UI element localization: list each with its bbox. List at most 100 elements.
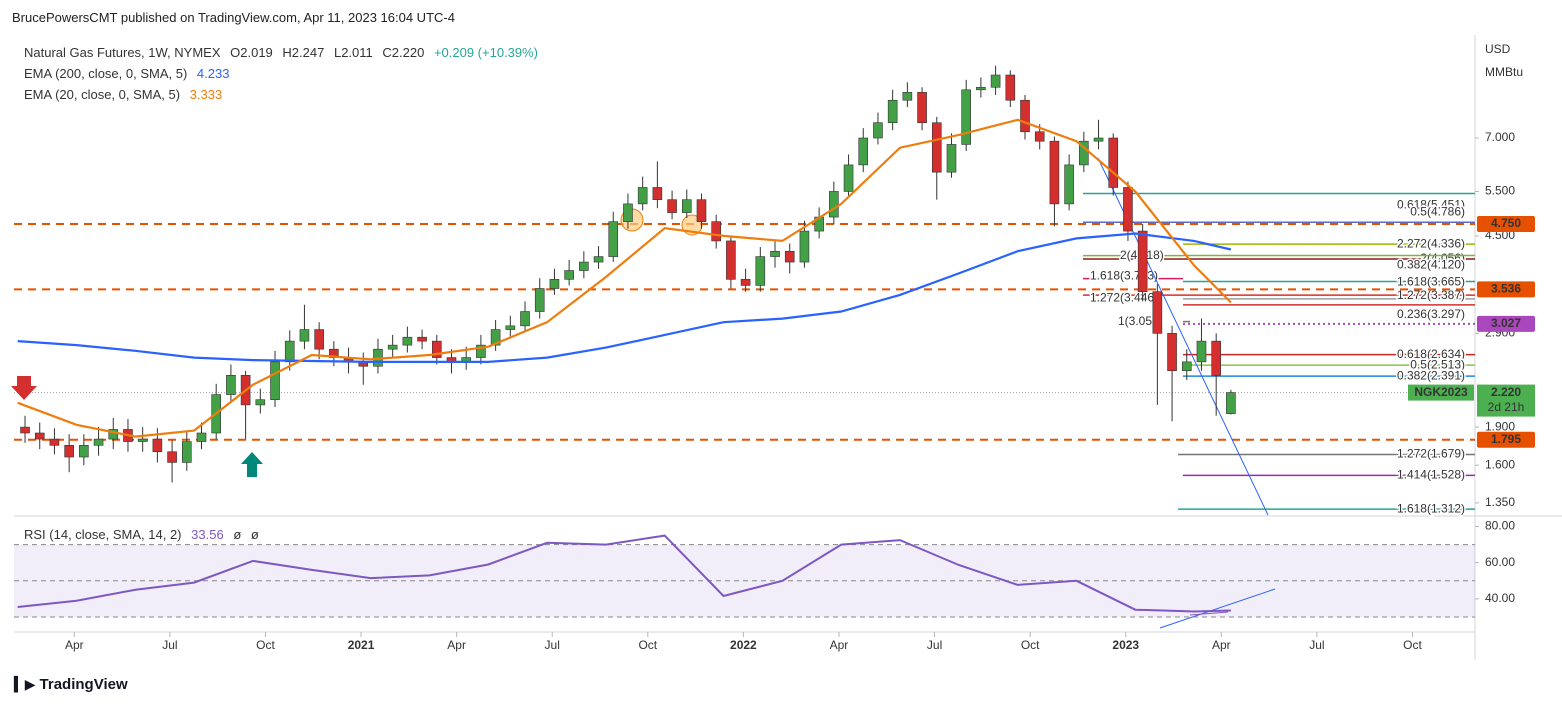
ohlc: H2.247 — [282, 45, 325, 60]
x-tick-label: Oct — [1021, 638, 1040, 652]
candle-body — [593, 256, 604, 263]
candle-body — [49, 438, 60, 446]
y-tick-label: 5.500 — [1485, 184, 1515, 198]
price-tag — [1477, 384, 1535, 417]
symbol-title: Natural Gas Futures, 1W, NYMEX — [24, 45, 221, 60]
x-tick-label: Jul — [162, 638, 177, 652]
candle-body — [1152, 291, 1163, 334]
x-tick-label: Apr — [65, 638, 84, 652]
symbol-box — [1408, 384, 1474, 401]
candle-body — [1123, 187, 1133, 232]
rsi-value: 33.56 — [191, 527, 224, 542]
price-tag — [1477, 315, 1535, 332]
candle-body — [167, 451, 177, 463]
candle-body — [490, 329, 501, 346]
price-tag-label: 3.027 — [1491, 316, 1521, 330]
candle-body — [902, 92, 913, 101]
candle-body — [549, 279, 560, 289]
candle-body — [726, 240, 736, 280]
candle-body — [1211, 340, 1221, 376]
candle-body — [137, 438, 148, 442]
candle-body — [1137, 230, 1148, 292]
ohlc: C2.220 — [382, 45, 425, 60]
countdown: 2d 21h — [1488, 400, 1525, 414]
candle-body — [843, 164, 854, 192]
fib-label: 2.272(4.336) — [1397, 236, 1465, 250]
candle-body — [20, 426, 30, 434]
ema-name: EMA (200, close, 0, SMA, 5) — [24, 66, 188, 81]
symbol-label: NGK2023 — [1414, 385, 1468, 399]
y-tick-label: 40.00 — [1485, 591, 1515, 605]
fib-label: 1(3.058) — [1118, 314, 1163, 328]
candle-body — [623, 203, 633, 222]
candle-body — [1108, 137, 1119, 188]
candle-body — [770, 250, 780, 257]
candle-body — [740, 279, 751, 286]
fib-label: 1.272(3.446) — [1090, 290, 1158, 304]
x-tick-label: Apr — [447, 638, 466, 652]
price-tag — [1477, 431, 1535, 448]
x-tick-label: 2021 — [348, 638, 375, 652]
logo: ▍▶ — [14, 676, 36, 692]
candle-body — [829, 191, 839, 218]
legend-main: Natural Gas Futures, 1W, NYMEX O2.019 H2… — [24, 45, 544, 60]
footer-brand: ▍▶ TradingView — [14, 676, 128, 693]
candle-body — [1181, 361, 1192, 372]
candle-body — [667, 199, 677, 213]
fib-label: 1.414(1.528) — [1397, 468, 1465, 482]
candle-body — [637, 187, 648, 205]
fib-label: 0.5(2.513) — [1410, 357, 1465, 371]
candle-body — [476, 344, 486, 358]
candle-body — [93, 438, 104, 446]
price-tag-label: 2.220 — [1491, 385, 1521, 399]
fib-label: 0.618(5.451) — [1397, 198, 1465, 212]
candle-body — [608, 221, 619, 257]
candle-body — [534, 288, 545, 312]
candle-body — [270, 361, 280, 400]
x-tick-label: Jul — [1309, 638, 1324, 652]
candle-body — [505, 325, 516, 330]
price-tag-label: 4.750 — [1491, 216, 1521, 230]
candle-body — [1196, 340, 1207, 363]
ema-line — [17, 232, 1232, 363]
change: +0.209 (+10.39%) — [433, 45, 539, 60]
y-tick-label: 7.000 — [1485, 130, 1515, 144]
candle-body — [196, 432, 207, 442]
candle-body — [873, 122, 883, 139]
candle-body — [520, 311, 530, 327]
legend-rsi: RSI (14, close, SMA, 14, 2) 33.56 ø ø — [24, 527, 265, 542]
candle-body — [1226, 392, 1236, 414]
candle-body — [858, 137, 869, 166]
buy-arrow — [241, 452, 263, 477]
x-tick-label: Oct — [1403, 638, 1422, 652]
candle-body — [108, 429, 119, 440]
candle-body — [1079, 140, 1089, 166]
candle-body — [681, 199, 692, 213]
candle-body — [1167, 333, 1177, 372]
ema-value: 4.233 — [196, 66, 230, 81]
fib-label: 0.236(3.297) — [1397, 307, 1465, 321]
fib-label: 0.382(2.391) — [1397, 368, 1465, 382]
candle-body — [711, 221, 721, 242]
ema-value: 3.333 — [189, 87, 223, 102]
fib-label: 1.272(1.679) — [1397, 447, 1465, 461]
candle-body — [652, 187, 663, 200]
x-tick-label: Apr — [830, 638, 849, 652]
candle-body — [402, 336, 413, 346]
rsi-trendline — [1189, 611, 1229, 616]
price-tag — [1477, 215, 1535, 232]
candle-body — [299, 329, 310, 342]
ohlc: L2.011 — [333, 45, 373, 60]
sell-arrow — [11, 376, 37, 400]
candle-body — [1064, 164, 1074, 205]
fib-label: 1.618(3.665) — [1397, 275, 1465, 289]
candle-body — [314, 329, 324, 350]
rsi-extra: ø — [233, 527, 242, 542]
candle-body — [755, 256, 766, 286]
candle-body — [990, 74, 1001, 88]
candle-body — [579, 261, 589, 271]
y-tick-label: 1.900 — [1485, 419, 1515, 433]
candle-body — [64, 445, 74, 458]
y-tick-label: 60.00 — [1485, 555, 1515, 569]
